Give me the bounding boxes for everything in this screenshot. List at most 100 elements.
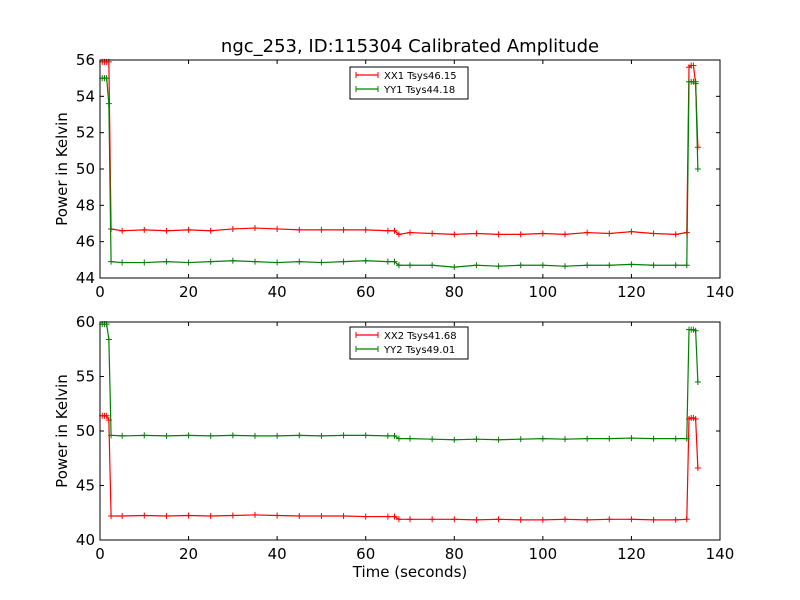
data-point: [296, 258, 303, 265]
data-point: [451, 516, 458, 523]
y-axis-label: Power in Kelvin: [53, 112, 71, 226]
data-point: [562, 231, 568, 238]
data-point: [429, 230, 436, 237]
series-markers-2: [99, 321, 701, 443]
y-tick-label: 60: [76, 313, 95, 331]
x-tick-label: 40: [268, 283, 287, 301]
data-point: [318, 432, 325, 439]
data-point: [185, 512, 192, 519]
data-point: [606, 262, 613, 269]
x-tick-label: 120: [617, 283, 646, 301]
data-point: [229, 432, 236, 439]
data-point: [274, 432, 281, 439]
data-point: [340, 226, 347, 233]
data-point: [517, 262, 524, 269]
data-point: [229, 225, 236, 232]
x-tick-label: 0: [95, 283, 105, 301]
data-point: [692, 327, 699, 334]
y-tick-label: 50: [76, 160, 95, 178]
data-point: [584, 262, 591, 269]
data-point: [606, 435, 613, 442]
data-point: [119, 513, 126, 520]
data-point: [692, 78, 699, 85]
x-tick-label: 100: [529, 545, 558, 563]
legend: XX1 Tsys46.15 YY1 Tsys44.18: [349, 66, 469, 100]
data-point: [141, 432, 148, 439]
chart-title: ngc_253, ID:115304 Calibrated Amplitude: [221, 36, 599, 57]
y-tick-label: 54: [76, 87, 95, 105]
data-point: [395, 262, 402, 269]
data-point: [207, 432, 214, 439]
data-point: [252, 225, 258, 232]
data-point: [384, 432, 391, 439]
data-point: [108, 513, 115, 520]
series-line-2: [102, 77, 699, 268]
y-tick-label: 56: [76, 51, 95, 69]
data-point: [103, 75, 110, 82]
legend-label: XX1 Tsys46.15: [384, 71, 457, 82]
data-point: [119, 259, 126, 266]
data-point: [274, 259, 281, 266]
y-tick-label: 50: [76, 422, 95, 440]
data-point: [690, 62, 697, 69]
data-point: [628, 516, 635, 523]
data-point: [391, 258, 398, 265]
data-point: [694, 166, 701, 172]
data-point: [672, 231, 679, 238]
data-point: [103, 412, 110, 419]
data-point: [650, 435, 657, 442]
data-point: [584, 435, 591, 442]
data-point: [517, 436, 524, 443]
data-point: [539, 262, 546, 269]
data-point: [650, 516, 657, 523]
data-point: [318, 513, 325, 520]
y-tick-label: 40: [76, 531, 95, 549]
data-point: [628, 228, 635, 235]
data-point: [252, 511, 258, 518]
data-point: [105, 100, 112, 107]
data-point: [229, 257, 236, 264]
data-point: [318, 259, 325, 266]
data-point: [407, 262, 413, 269]
legend-label: YY2 Tsys49.01: [383, 345, 455, 356]
data-point: [185, 226, 192, 233]
data-point: [517, 516, 524, 523]
data-point: [495, 516, 502, 523]
data-point: [395, 231, 402, 238]
data-point: [229, 512, 236, 519]
data-point: [407, 229, 413, 236]
data-point: [429, 436, 436, 443]
data-point: [429, 516, 436, 523]
data-point: [141, 259, 148, 266]
legend-swatch-marker: [355, 346, 379, 352]
y-tick-label: 55: [76, 368, 95, 386]
top-panel: 0 20 40 60 80 100 120 140 44 46 48 50 52 54 56 Power in…: [53, 51, 734, 301]
data-point: [185, 259, 192, 266]
data-point: [473, 516, 480, 523]
data-point: [473, 262, 480, 269]
data-point: [473, 436, 480, 443]
series-markers-2: [99, 75, 701, 271]
data-point: [495, 436, 502, 443]
x-axis-label: Time (seconds): [352, 563, 468, 581]
data-point: [108, 258, 115, 265]
data-point: [606, 516, 613, 523]
legend: XX2 Tsys41.68 YY2 Tsys49.01: [349, 326, 469, 360]
data-point: [296, 432, 303, 439]
data-point: [207, 513, 214, 520]
data-point: [391, 432, 398, 439]
data-point: [119, 432, 126, 439]
data-point: [562, 516, 568, 523]
data-point: [252, 432, 258, 439]
data-point: [296, 226, 303, 233]
data-point: [362, 513, 369, 520]
y-tick-label: 44: [76, 269, 95, 287]
bottom-panel: 0 20 40 60 80 100 120 140 40 45 50 55 60 Power in Kel…: [53, 313, 734, 563]
legend-box: [349, 326, 469, 360]
data-point: [163, 258, 170, 265]
legend-label: YY1 Tsys44.18: [383, 85, 455, 96]
data-point: [584, 516, 591, 523]
data-point: [395, 516, 402, 523]
data-point: [384, 227, 391, 234]
data-point: [694, 465, 701, 472]
